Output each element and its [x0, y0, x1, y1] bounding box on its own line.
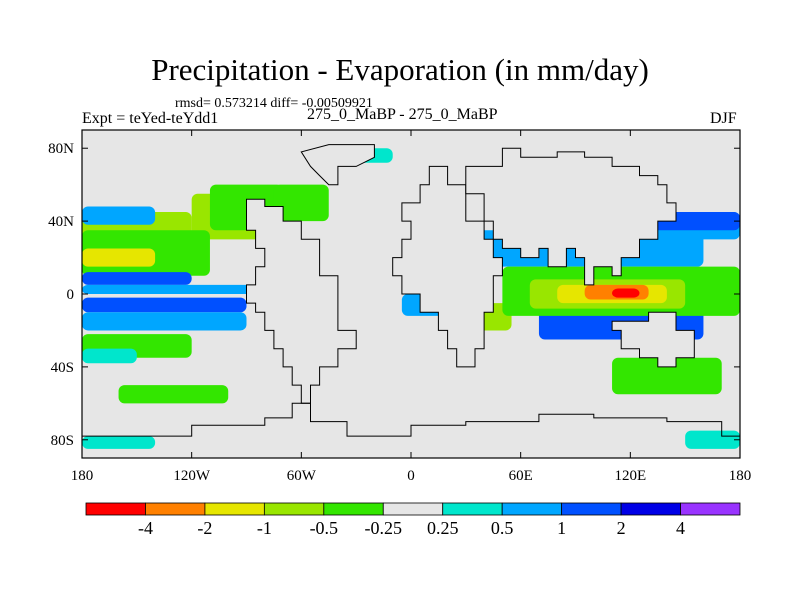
field-region-4	[273, 184, 329, 222]
y-tick-label: 40S	[51, 360, 74, 376]
x-tick-label: 180	[729, 468, 752, 484]
field-region-5	[82, 248, 156, 267]
colorbar-label: -0.25	[365, 518, 403, 538]
coastline-2	[465, 147, 677, 286]
colorbar-swatch	[501, 502, 563, 516]
y-tick-label: 40N	[48, 214, 74, 230]
coastline-0	[246, 198, 357, 404]
x-tick-label: 60E	[509, 468, 533, 484]
x-tick-label: 120W	[173, 468, 211, 484]
y-tick-label: 80S	[51, 433, 74, 449]
x-tick-label: 0	[407, 468, 415, 484]
field-region-9	[82, 297, 247, 313]
coastline-layer	[82, 144, 740, 437]
colorbar: -4 -2 -1 -0.5 -0.25 0.25 0.5 1 2 4	[85, 502, 741, 538]
colorbar-swatch	[85, 502, 146, 516]
field-region-12	[82, 348, 137, 364]
colorbar-swatch	[680, 502, 741, 516]
subtitle: 275_0_MaBP - 275_0_MaBP	[307, 106, 498, 123]
experiment-label: Expt = teYed-teYdd1	[82, 110, 219, 127]
season-label: DJF	[710, 110, 737, 127]
colorbar-label: -4	[138, 518, 153, 538]
field-region-26	[612, 357, 722, 395]
colorbar-label: 0.25	[427, 518, 459, 538]
field-region-13	[118, 385, 229, 404]
colorbar-label: 4	[676, 518, 685, 538]
colorbar-swatch	[145, 502, 206, 516]
colorbar-swatch	[442, 502, 503, 516]
colorbar-swatch	[323, 502, 384, 516]
y-axis: 80N 40N 0 40S 80S	[48, 141, 740, 449]
field-region-14	[82, 436, 156, 449]
colorbar-swatch	[263, 502, 325, 516]
coastline-1	[392, 165, 503, 368]
colorbar-label: -1	[257, 518, 272, 538]
x-tick-label: 120E	[614, 468, 646, 484]
field-region-6	[82, 206, 156, 225]
field-region-7	[82, 272, 192, 285]
x-axis: 180 120W 60W 0 60E 120E 180	[71, 130, 752, 484]
colorbar-label: 1	[557, 518, 566, 538]
field-region-10	[82, 312, 247, 331]
coastline-5	[300, 144, 375, 186]
chart-title: Precipitation - Evaporation (in mm/day)	[151, 52, 649, 87]
field-region-23	[612, 288, 640, 298]
y-tick-label: 0	[67, 287, 75, 303]
colorbar-swatch	[561, 502, 622, 516]
field-region-27	[685, 430, 740, 449]
y-tick-label: 80N	[48, 141, 74, 157]
coastline-3	[611, 311, 695, 368]
colorbar-swatch	[620, 502, 681, 516]
coastline-4	[82, 402, 740, 437]
x-tick-label: 60W	[287, 468, 317, 484]
colorbar-swatch	[382, 502, 444, 516]
stats-text: rmsd= 0.573214 diff= -0.00509921	[175, 96, 373, 111]
colorbar-label: -2	[197, 518, 212, 538]
colorbar-label: -0.5	[310, 518, 339, 538]
colorbar-label: 2	[617, 518, 626, 538]
x-tick-label: 180	[71, 468, 94, 484]
colorbar-swatch	[204, 502, 265, 516]
field-region-8	[82, 284, 284, 294]
colorbar-label: 0.5	[491, 518, 514, 538]
